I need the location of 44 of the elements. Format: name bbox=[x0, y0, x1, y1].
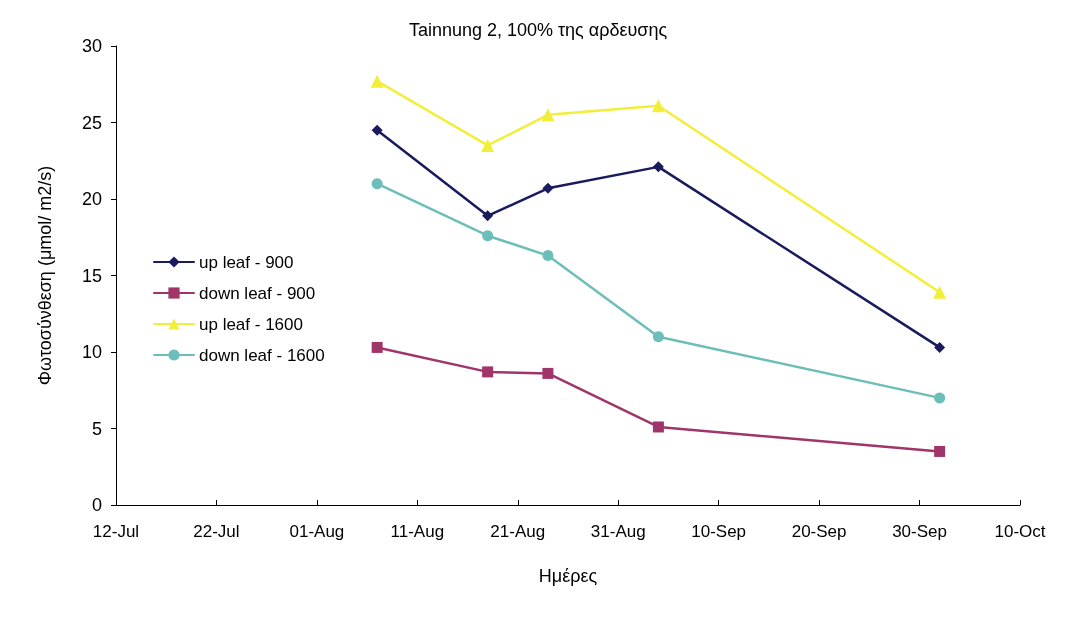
x-tick-label: 31-Aug bbox=[590, 522, 646, 541]
y-tick-label: 0 bbox=[91, 495, 102, 515]
point bbox=[542, 367, 554, 379]
point bbox=[481, 138, 495, 152]
point bbox=[934, 392, 946, 404]
y-tick-label: 30 bbox=[81, 36, 102, 56]
x-tick-label: 01-Aug bbox=[289, 522, 345, 541]
x-tick-label: 12-Jul bbox=[92, 522, 140, 541]
legend-label: up leaf - 1600 bbox=[199, 314, 303, 334]
point bbox=[541, 108, 555, 122]
x-tick-label: 30-Sep bbox=[892, 522, 947, 541]
point bbox=[934, 445, 946, 457]
x-tick-label: 11-Aug bbox=[390, 522, 445, 541]
x-tick-label: 22-Jul bbox=[193, 522, 240, 541]
point bbox=[371, 124, 383, 136]
point bbox=[652, 421, 664, 433]
x-tick-label: 21-Aug bbox=[490, 522, 546, 541]
point bbox=[371, 178, 383, 190]
legend-label: down leaf - 900 bbox=[199, 283, 316, 303]
point bbox=[934, 341, 946, 353]
point bbox=[371, 341, 383, 353]
point bbox=[542, 182, 554, 194]
point bbox=[482, 230, 494, 242]
legend-label: up leaf - 900 bbox=[199, 252, 294, 272]
point bbox=[651, 99, 665, 113]
y-tick-label: 15 bbox=[81, 265, 102, 286]
x-tick-label: 20-Sep bbox=[791, 522, 847, 541]
point bbox=[370, 74, 384, 88]
point bbox=[542, 250, 554, 262]
y-tick-label: 20 bbox=[81, 189, 102, 209]
legend-label: down leaf - 1600 bbox=[199, 345, 325, 365]
y-tick-label: 25 bbox=[81, 112, 102, 133]
x-axis-title: Ημέρες bbox=[538, 566, 598, 586]
y-axis-title: Φωτοσύνθεση (μmol/ m2/s) bbox=[35, 165, 55, 386]
point bbox=[652, 161, 664, 173]
point bbox=[482, 210, 494, 222]
y-tick-label: 10 bbox=[81, 342, 102, 362]
x-tick-label: 10-Sep bbox=[691, 522, 747, 541]
point bbox=[482, 366, 494, 378]
point bbox=[652, 331, 664, 343]
y-tick-label: 5 bbox=[91, 418, 102, 439]
x-tick-label: 10-Oct bbox=[994, 522, 1046, 541]
chart-title: Tainnung 2, 100% της αρδευσης bbox=[408, 20, 668, 40]
point bbox=[933, 285, 947, 299]
